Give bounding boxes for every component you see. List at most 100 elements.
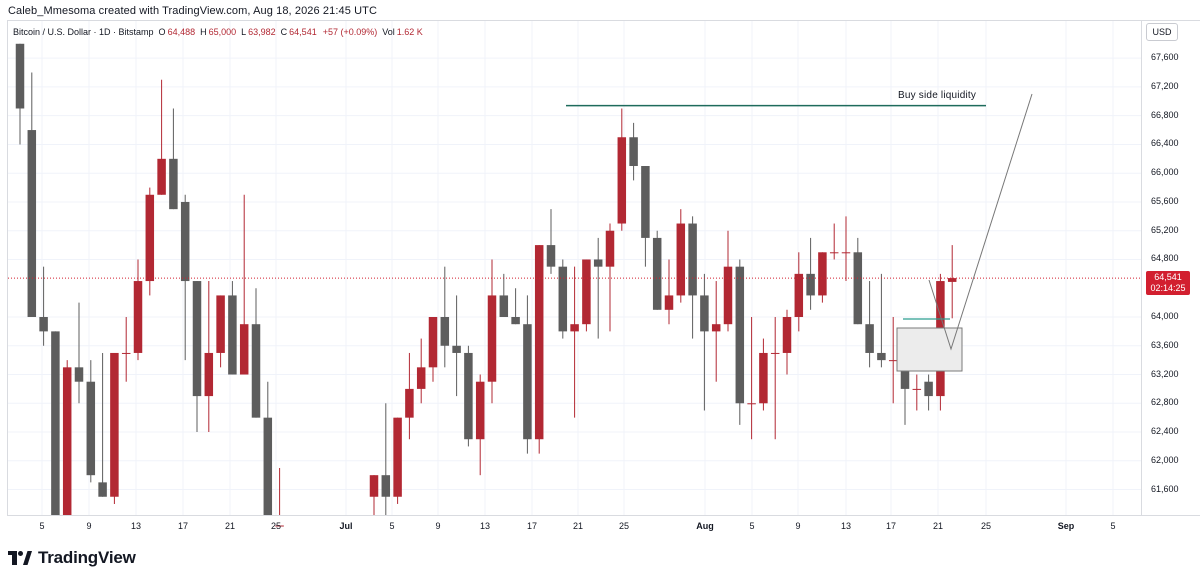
candle-body (711, 324, 721, 332)
candle-body (629, 137, 638, 167)
time-tick-label: 21 (572, 521, 584, 531)
time-tick-label: 25 (618, 521, 630, 531)
bearish-candle (853, 237, 863, 325)
legend-high-label: H (200, 27, 207, 37)
bearish-candle (593, 237, 603, 339)
price-tick-label: 64,000 (1151, 311, 1179, 321)
time-tick-label: 13 (840, 521, 852, 531)
candle-body (440, 317, 450, 346)
bullish-candle (605, 223, 615, 332)
bearish-candle (15, 43, 25, 145)
legend-symbol[interactable]: Bitcoin / U.S. Dollar · 1D · Bitstamp (13, 27, 154, 37)
candle-body (582, 259, 591, 325)
bullish-candle (204, 281, 214, 433)
bullish-candle (369, 475, 379, 515)
time-tick-label: 9 (86, 521, 92, 531)
time-tick-label: 17 (885, 521, 897, 531)
candle-body (947, 278, 957, 282)
candle-body (782, 317, 792, 353)
time-tick-label: 5 (39, 521, 45, 531)
candle-body (475, 381, 485, 440)
candle-body (464, 352, 473, 440)
currency-button[interactable]: USD (1146, 23, 1178, 41)
time-tick-label: 13 (130, 521, 142, 531)
legend-open: 64,488 (167, 27, 196, 37)
candle-body (393, 417, 402, 497)
bearish-candle (924, 374, 933, 411)
candle-body (534, 245, 544, 440)
candle-body (452, 345, 461, 353)
bearish-candle (641, 166, 650, 267)
bearish-candle (546, 209, 556, 274)
candle-body (157, 158, 166, 195)
bearish-candle (499, 273, 509, 317)
price-tick-label: 64,800 (1151, 253, 1179, 264)
bullish-candle (723, 230, 733, 332)
time-tick-label: 5 (749, 521, 755, 531)
bullish-candle (711, 281, 721, 382)
bearish-candle (700, 273, 709, 411)
bearish-candle (629, 122, 638, 181)
legend-high: 65,000 (208, 27, 237, 37)
time-tick-label: Aug (696, 521, 714, 531)
legend-low-label: L (241, 27, 247, 37)
price-scale[interactable] (1142, 20, 1200, 516)
candle-body (688, 223, 697, 296)
bearish-candle (381, 403, 391, 515)
candle-body (216, 295, 225, 353)
time-tick-label: 17 (177, 521, 189, 531)
candle-body (570, 324, 579, 332)
chart-pane[interactable] (7, 20, 1142, 516)
candle-body (770, 352, 780, 354)
candle-body (900, 360, 910, 389)
candle-body (27, 130, 37, 317)
legend-low: 63,982 (248, 27, 276, 37)
bearish-candle (169, 108, 178, 210)
bullish-candle (759, 338, 768, 411)
tradingview-logo-icon (8, 551, 32, 565)
candle-body (204, 352, 214, 397)
bearish-candle (877, 273, 886, 368)
bullish-candle (275, 467, 284, 527)
candle-body (841, 252, 851, 254)
legend-open-label: O (158, 27, 166, 37)
price-tick-label: 67,600 (1151, 52, 1179, 63)
candle-body (192, 281, 202, 397)
bullish-candle (487, 259, 497, 404)
buy-side-liquidity-label[interactable]: Buy side liquidity (898, 90, 977, 101)
candle-body (853, 252, 863, 325)
candle-body (428, 317, 438, 368)
price-tick-label: 63,600 (1151, 339, 1179, 350)
price-tick-label: 62,400 (1151, 426, 1179, 437)
bullish-candle (747, 317, 756, 440)
tradingview-logo[interactable]: TradingView (8, 548, 136, 568)
candle-body (369, 475, 379, 497)
candle-body (523, 324, 532, 440)
bullish-candle (664, 259, 674, 325)
legend-close-label: C (280, 27, 288, 37)
candle-body (924, 381, 933, 397)
bearish-candle (558, 259, 568, 339)
bullish-candle (157, 79, 166, 195)
candle-body (487, 295, 497, 382)
time-tick-label: 21 (932, 521, 944, 531)
bearish-candle (865, 281, 874, 368)
candle-body (263, 417, 273, 515)
current-price-tag: 64,541 02:14:25 (1146, 271, 1190, 295)
candle-body (593, 259, 603, 267)
candle-body (51, 331, 60, 515)
bullish-candle (818, 252, 827, 303)
bearish-candle (228, 281, 237, 375)
current-price-value: 64,541 (1154, 272, 1182, 282)
bullish-candle (428, 317, 438, 382)
candle-body (605, 230, 615, 267)
time-tick-label: Sep (1057, 521, 1075, 531)
candle-body (15, 43, 25, 109)
time-tick-label: 17 (526, 521, 538, 531)
bearish-candle (27, 72, 37, 317)
bearish-candle (39, 266, 48, 346)
candle-body (169, 158, 178, 210)
time-tick-label: 5 (389, 521, 395, 531)
candle-body (74, 367, 84, 382)
